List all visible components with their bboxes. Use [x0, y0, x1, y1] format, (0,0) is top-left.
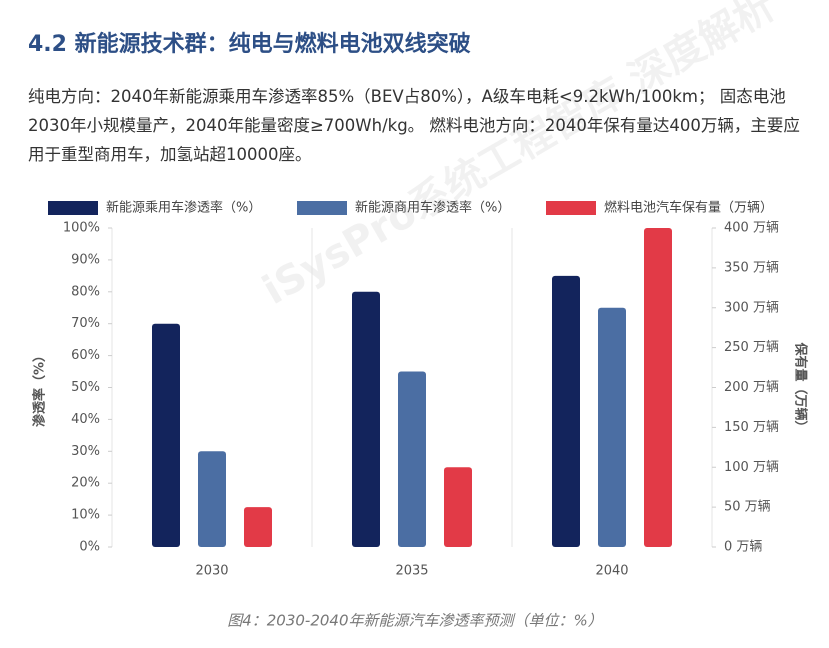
legend-swatch [48, 201, 98, 215]
y-tick-label: 0% [79, 540, 100, 555]
y-tick-label: 80% [71, 284, 100, 299]
y2-tick-label: 100 万辆 [724, 460, 779, 475]
caption: 图4：2030-2040年新能源汽车渗透率预测（单位：%） [227, 612, 603, 630]
heading: 4.2 新能源技术群：纯电与燃料电池双线突破 [28, 32, 471, 57]
y2-tick-label: 350 万辆 [724, 260, 779, 275]
bar [552, 275, 580, 547]
y-tick-label: 90% [71, 252, 100, 267]
y-tick-label: 20% [71, 476, 100, 491]
bar [598, 307, 626, 547]
legend-swatch [546, 201, 596, 215]
y-tick-label: 50% [71, 380, 100, 395]
y2-tick-label: 50 万辆 [724, 500, 771, 515]
x-tick-label: 2030 [195, 564, 228, 579]
y2-tick-label: 200 万辆 [724, 380, 779, 395]
legend-label: 新能源乘用车渗透率（%） [106, 200, 261, 216]
x-tick-label: 2035 [395, 564, 428, 579]
bar [644, 228, 672, 547]
y-tick-label: 60% [71, 348, 100, 363]
y2-tick-label: 300 万辆 [724, 300, 779, 315]
y-tick-label: 10% [71, 508, 100, 523]
y-tick-label: 70% [71, 316, 100, 331]
y2-tick-label: 150 万辆 [724, 420, 779, 435]
x-tick-label: 2040 [595, 564, 628, 579]
y2-tick-label: 250 万辆 [724, 340, 779, 355]
legend-swatch [297, 201, 347, 215]
bar [352, 291, 380, 547]
legend-label: 新能源商用车渗透率（%） [355, 200, 510, 216]
bar [398, 371, 426, 547]
y2-tick-label: 0 万辆 [724, 540, 762, 555]
y2-tick-label: 400 万辆 [724, 221, 779, 236]
y-tick-label: 100% [63, 221, 100, 236]
y-axis-label: 渗透率（%） [32, 349, 48, 427]
bar [244, 507, 272, 547]
watermark: iSysPro系统工程智库 深度解析 [255, 0, 783, 314]
y-tick-label: 40% [71, 412, 100, 427]
bar [152, 323, 180, 547]
y2-axis-label: 保有量（万辆） [793, 341, 809, 433]
bar [198, 451, 226, 547]
bar [444, 467, 472, 547]
y-tick-label: 30% [71, 444, 100, 459]
paragraph: 纯电方向：2040年新能源乘用车渗透率85%（BEV占80%），A级车电耗<9.… [28, 87, 800, 164]
legend-label: 燃料电池汽车保有量（万辆） [604, 200, 773, 216]
